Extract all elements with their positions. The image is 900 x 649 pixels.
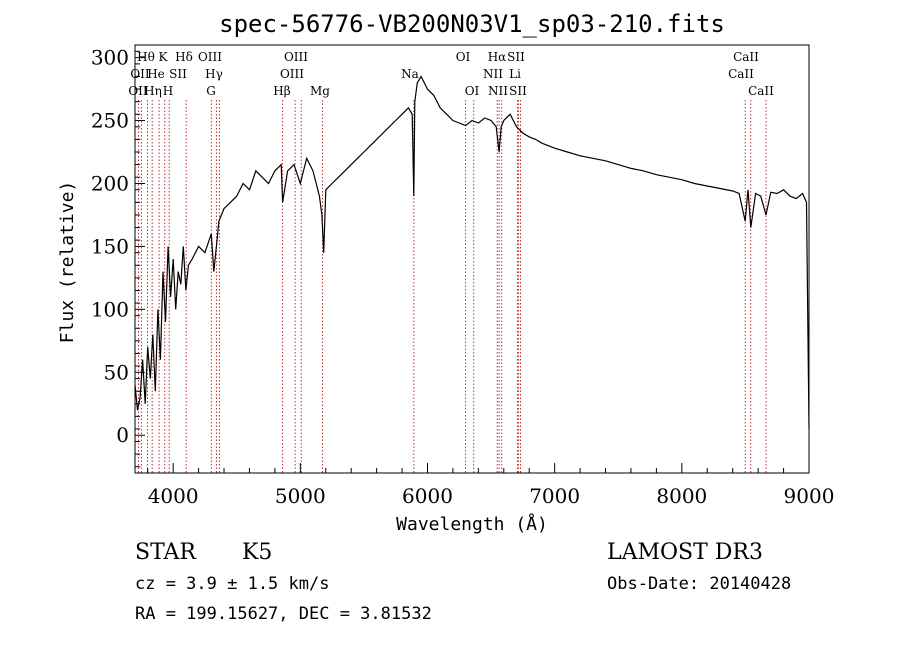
emission-line-label: He bbox=[147, 67, 165, 81]
y-tick-label: 200 bbox=[91, 171, 129, 195]
x-axis-label: Wavelength (Å) bbox=[396, 513, 548, 535]
emission-line-label: OIII bbox=[280, 67, 304, 81]
x-axis-ticks: 4000 5000 6000 7000 8000 9000 bbox=[147, 463, 835, 508]
y-tick-label: 0 bbox=[116, 423, 129, 447]
emission-line-label: OIII bbox=[284, 50, 308, 64]
y-tick-label: 50 bbox=[104, 360, 129, 384]
emission-line-label: OIII bbox=[198, 50, 222, 64]
y-tick-label: 100 bbox=[91, 297, 129, 321]
y-tick-label: 250 bbox=[91, 109, 129, 133]
x-tick-label: 6000 bbox=[402, 484, 453, 508]
x-tick-label: 8000 bbox=[656, 484, 707, 508]
emission-line-label: H bbox=[163, 84, 173, 98]
x-tick-label: 9000 bbox=[784, 484, 835, 508]
x-tick-label: 4000 bbox=[148, 484, 199, 508]
spectrum-line bbox=[134, 75, 810, 429]
emission-line-label: Hα bbox=[488, 50, 507, 64]
object-class: STAR bbox=[135, 540, 196, 565]
y-tick-label: 150 bbox=[91, 234, 129, 258]
emission-line-label: SII bbox=[169, 67, 187, 81]
x-tick-label: 7000 bbox=[529, 484, 580, 508]
observation-date: Obs-Date: 20140428 bbox=[607, 574, 792, 594]
emission-line-label: NII bbox=[488, 84, 508, 98]
emission-line-label: CaII bbox=[748, 84, 774, 98]
emission-line-label: OI bbox=[456, 50, 471, 64]
emission-line-label: CaII bbox=[728, 67, 754, 81]
spectrum-chart: spec-56776-VB200N03V1_sp03-210.fits Hθ K H… bbox=[57, 10, 835, 535]
emission-line-label: G bbox=[206, 84, 216, 98]
emission-line-label: SII bbox=[507, 50, 525, 64]
object-subclass: K5 bbox=[242, 540, 273, 565]
emission-line-label: K bbox=[159, 50, 169, 64]
emission-line-label: Na bbox=[401, 67, 419, 81]
emission-line-label: NII bbox=[483, 67, 503, 81]
emission-line-label: Li bbox=[509, 67, 521, 81]
emission-line-label: Hδ bbox=[175, 50, 193, 64]
redshift-velocity: cz = 3.9 ± 1.5 km/s bbox=[135, 574, 330, 594]
plot-frame bbox=[134, 44, 810, 474]
survey-name: LAMOST DR3 bbox=[607, 540, 763, 565]
emission-line-label: Hγ bbox=[205, 67, 223, 81]
emission-line-label: Mg bbox=[310, 84, 330, 98]
chart-title: spec-56776-VB200N03V1_sp03-210.fits bbox=[219, 10, 725, 38]
sky-coordinates: RA = 199.15627, DEC = 3.81532 bbox=[135, 604, 432, 624]
emission-line-label: Hθ bbox=[137, 50, 155, 64]
x-tick-label: 5000 bbox=[275, 484, 326, 508]
emission-line-label: SII bbox=[509, 84, 527, 98]
emission-line-label: Hβ bbox=[273, 84, 290, 98]
emission-line-label: CaII bbox=[733, 50, 759, 64]
y-axis-label: Flux (relative) bbox=[57, 181, 78, 344]
emission-line-label: OI bbox=[465, 84, 480, 98]
emission-line-label: Hη bbox=[144, 84, 162, 98]
y-tick-label: 300 bbox=[91, 46, 129, 70]
y-axis-ticks: 0 50 100 150 200 250 300 bbox=[91, 46, 145, 468]
emission-line-label: OII bbox=[128, 84, 148, 98]
emission-line-markers bbox=[138, 100, 767, 473]
